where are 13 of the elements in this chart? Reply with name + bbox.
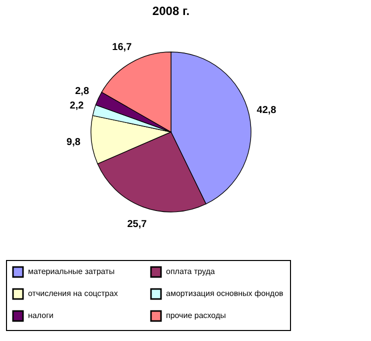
data-label: 16,7: [112, 42, 132, 54]
data-label: 25,7: [127, 218, 148, 230]
legend-label: отчисления на соцстрах: [28, 289, 118, 298]
legend-label: материальные затраты: [28, 267, 115, 276]
data-label: 9,8: [66, 136, 81, 148]
legend-label: прочие расходы: [166, 311, 226, 320]
legend-label: амортизация основных фондов: [166, 289, 284, 298]
data-label: 42,8: [256, 105, 277, 116]
chart-title: 2008 г.: [152, 4, 190, 18]
legend-label: налоги: [28, 311, 54, 320]
data-label: 2,8: [75, 86, 90, 97]
legend-label: оплата труда: [166, 267, 216, 276]
data-label: 2,2: [70, 100, 84, 112]
